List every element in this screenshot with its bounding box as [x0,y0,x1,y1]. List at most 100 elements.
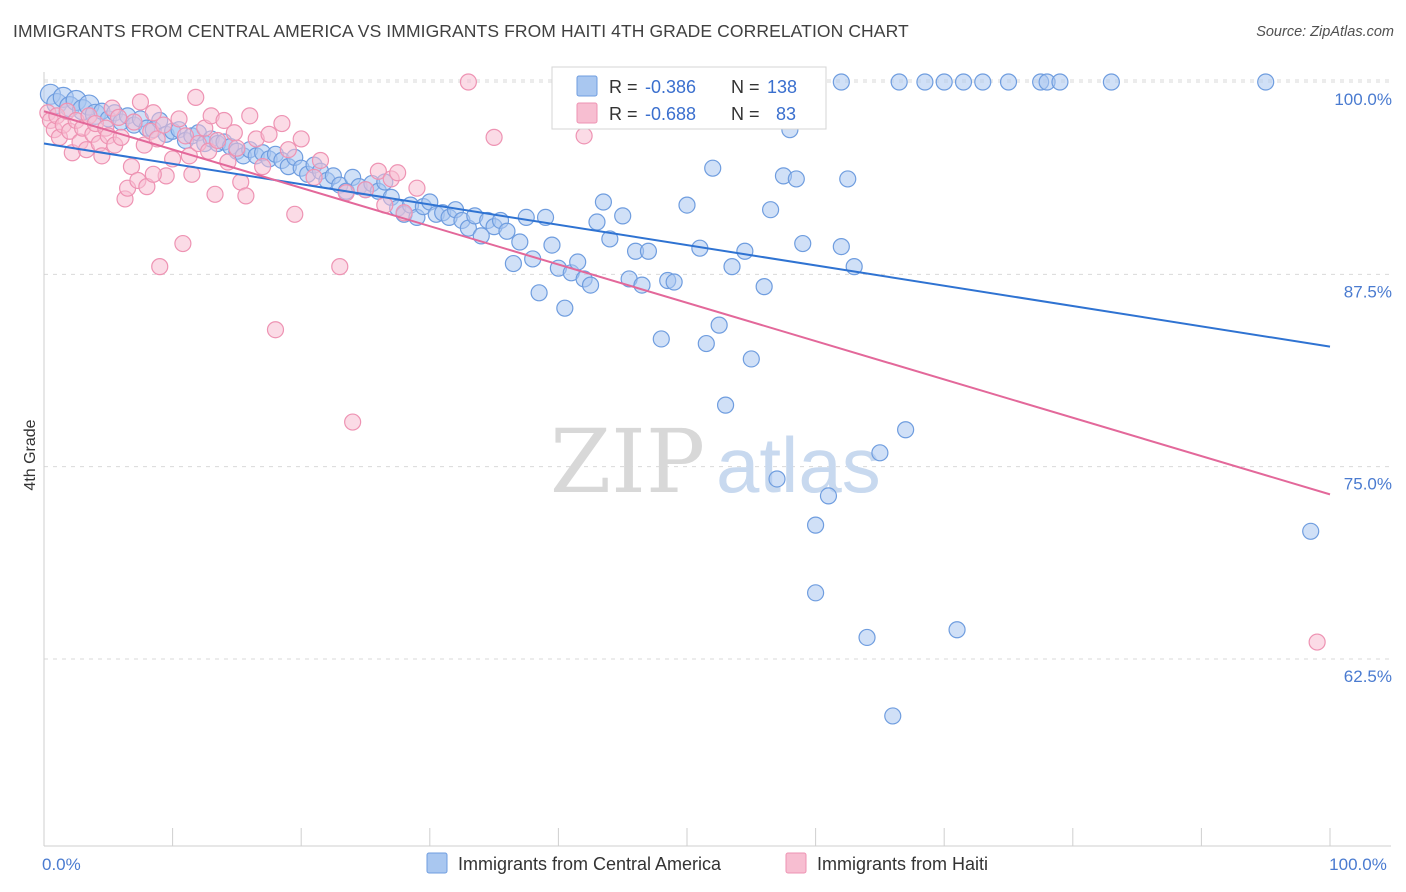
stats-r-value-blue: -0.386 [645,77,696,97]
central-america-point [890,73,908,91]
central-america-point [839,170,857,188]
central-america-point [768,470,786,488]
haiti-point [228,139,246,157]
y-axis-label: 4th Grade [22,419,39,490]
central-america-point [916,73,934,91]
central-america-point [652,330,670,348]
watermark-zip: ZIP [550,410,705,513]
haiti-point [369,162,387,180]
stats-n-value-blue: 138 [767,77,797,97]
central-america-point [819,487,838,505]
haiti-point [144,104,162,122]
central-america-point [935,73,953,91]
watermark-atlas: atlas [716,421,881,509]
haiti-point [485,128,503,146]
central-america-point [543,236,561,254]
central-america-point [594,193,613,211]
haiti-point [237,187,255,205]
series-haiti-points [39,73,1326,651]
haiti-point [254,158,272,176]
haiti-point [206,185,224,203]
stats-r-label-blue: R = [609,77,638,97]
haiti-point [180,147,198,165]
axes [43,72,1391,847]
central-america-point [1102,73,1120,91]
central-america-point [948,621,966,639]
central-america-trend-line [43,142,1331,348]
haiti-point [459,73,477,91]
central-america-point [697,334,715,353]
haiti-point [219,153,237,171]
haiti-point [1308,633,1326,651]
x-tick-label-0: 0.0% [42,855,81,874]
watermark: ZIP atlas [550,410,881,513]
haiti-point [144,165,162,183]
central-america-point [581,276,600,294]
haiti-point [279,141,297,159]
central-america-point [1302,522,1320,540]
haiti-point [292,130,310,148]
haiti-point [241,107,259,125]
haiti-point [408,179,426,197]
stats-n-value-pink: 83 [776,104,796,124]
central-america-point [1051,73,1069,91]
central-america-point [755,278,773,296]
haiti-point [575,127,593,145]
central-america-point [498,222,516,240]
x-axis-tick-labels: 0.0% 100.0% [42,855,1387,874]
central-america-point [832,238,850,256]
y-tick-label-3: 62.5% [1344,667,1392,686]
haiti-point [260,125,278,143]
legend-swatch-haiti [785,852,807,874]
source-label: Source: ZipAtlas.com [1256,24,1394,40]
haiti-point [273,114,291,133]
haiti-point [154,116,173,134]
central-america-point [530,284,548,302]
stats-n-label-pink: N = [731,104,760,124]
haiti-point [176,127,195,145]
legend-label-haiti: Immigrants from Haiti [817,854,988,874]
haiti-point [125,113,143,131]
series-central-america-points [39,73,1320,725]
series-legend: Immigrants from Central America Immigran… [426,852,988,874]
haiti-point [286,205,304,223]
haiti-point [187,88,205,106]
haiti-point [266,321,285,339]
central-america-point [787,170,805,188]
central-america-point [517,208,535,227]
central-america-point [884,707,902,725]
stats-legend-box [551,66,827,130]
chart-title: IMMIGRANTS FROM CENTRAL AMERICA VS IMMIG… [13,21,909,41]
stats-swatch-pink [576,102,598,124]
stats-r-label-pink: R = [609,104,638,124]
legend-label-central-america: Immigrants from Central America [458,854,722,874]
y-tick-label-2: 75.0% [1344,475,1392,494]
central-america-point [723,258,741,276]
trend-lines [43,110,1331,496]
central-america-point [806,584,825,602]
central-america-point [974,73,992,91]
central-america-point [954,73,973,91]
central-america-point [588,213,606,231]
stats-legend: R = -0.386 N = 138 R = -0.688 N = 83 [551,66,827,130]
central-america-point [832,73,850,91]
haiti-point [122,158,141,176]
haiti-point [93,147,111,165]
haiti-point [209,131,227,150]
central-america-point [665,273,683,291]
central-america-point [716,396,735,414]
haiti-point [344,413,362,431]
central-america-point [639,242,658,260]
central-america-point [897,421,915,439]
haiti-point [331,258,349,276]
central-america-point [556,299,574,317]
x-axis-ticks [43,828,1331,846]
haiti-point [311,151,330,170]
haiti-point [131,93,150,111]
haiti-point [174,234,192,253]
central-america-point [742,350,760,368]
haiti-point [151,258,169,276]
stats-r-value-pink: -0.688 [645,104,696,124]
stats-n-label-blue: N = [731,77,760,97]
